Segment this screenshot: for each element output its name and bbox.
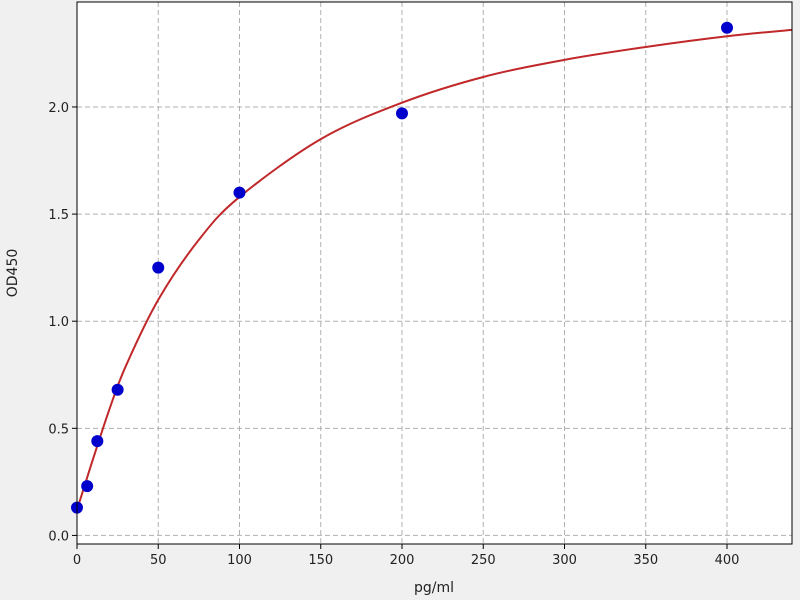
data-point bbox=[152, 261, 165, 274]
plot-area bbox=[77, 2, 792, 544]
x-axis-ticks: 0 50 100 150 200 250 300 350 400 bbox=[73, 544, 740, 568]
fit-curve-line bbox=[76, 28, 793, 511]
x-tick-label: 400 bbox=[715, 553, 740, 568]
y-tick-label: 1.5 bbox=[48, 208, 69, 223]
fit-curve bbox=[76, 28, 793, 511]
data-point bbox=[233, 186, 246, 199]
y-axis-label: OD450 bbox=[5, 249, 21, 298]
x-tick-label: 100 bbox=[227, 553, 252, 568]
x-tick-label: 150 bbox=[308, 553, 333, 568]
data-point bbox=[721, 21, 733, 34]
x-tick-label: 50 bbox=[150, 553, 167, 568]
x-tick-label: 350 bbox=[633, 553, 658, 568]
y-tick-label: 1.0 bbox=[48, 315, 69, 330]
y-axis-ticks: 0.0 0.5 1.0 1.5 2.0 bbox=[48, 101, 77, 544]
x-axis-label: pg/ml bbox=[414, 580, 454, 596]
x-tick-label: 0 bbox=[73, 553, 81, 568]
x-tick-label: 250 bbox=[471, 553, 496, 568]
data-point bbox=[396, 107, 408, 120]
x-tick-label: 300 bbox=[552, 553, 577, 568]
data-point bbox=[81, 480, 94, 493]
data-point bbox=[91, 435, 104, 448]
y-tick-label: 0.0 bbox=[48, 529, 69, 544]
data-points bbox=[71, 21, 733, 514]
x-tick-label: 200 bbox=[390, 553, 415, 568]
y-tick-label: 2.0 bbox=[48, 101, 69, 116]
grid bbox=[76, 2, 792, 544]
y-tick-label: 0.5 bbox=[48, 422, 69, 437]
data-point bbox=[111, 383, 124, 396]
plot-frame bbox=[76, 1, 793, 545]
